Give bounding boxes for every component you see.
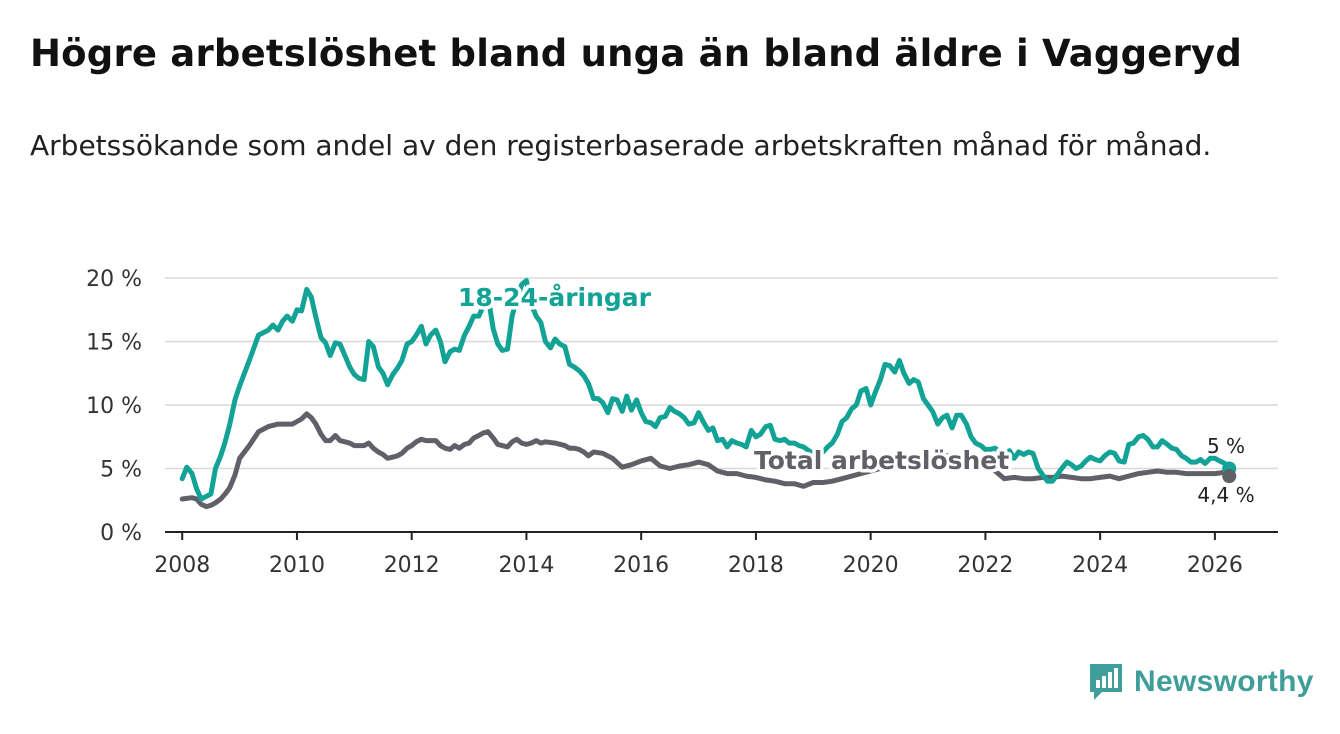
y-axis: 0 % 5 % 10 % 15 % 20 %	[86, 267, 142, 546]
x-tick-label: 2022	[957, 553, 1013, 578]
x-axis: 2008 2010 2012 2014 2016 2018 2020 2022 2024 2026	[154, 531, 1278, 578]
x-tick-label: 2014	[498, 553, 554, 578]
chart-subtitle: Arbetssökande som andel av den registerb…	[30, 129, 1212, 162]
y-tick-label: 5 %	[100, 458, 142, 483]
end-point-total	[1222, 469, 1237, 484]
series-label-youth: 18-24-åringar	[458, 283, 652, 312]
y-tick-label: 10 %	[86, 394, 142, 419]
gridlines	[165, 277, 1278, 470]
brand-name: Newsworthy	[1134, 665, 1314, 698]
chart-title: Högre arbetslöshet bland unga än bland ä…	[30, 32, 1243, 75]
x-tick-label: 2010	[269, 553, 325, 578]
series-label-total: Total arbetslöshet	[754, 446, 1009, 475]
series-labels: 18-24-åringar Total arbetslöshet 5 % 4,4 %	[455, 280, 1258, 510]
brand-logo: Newsworthy	[1088, 660, 1314, 704]
end-value-label-total: 4,4 %	[1197, 483, 1254, 507]
y-tick-label: 0 %	[100, 521, 142, 546]
y-tick-label: 15 %	[86, 331, 142, 356]
x-tick-label: 2012	[384, 553, 440, 578]
x-tick-label: 2018	[728, 553, 784, 578]
x-tick-label: 2020	[843, 553, 899, 578]
y-tick-label: 20 %	[86, 267, 142, 292]
series-line-total	[179, 411, 1232, 510]
x-tick-label: 2008	[154, 553, 210, 578]
x-tick-label: 2024	[1072, 553, 1128, 578]
series-line-youth	[179, 278, 1232, 502]
newsworthy-logo-icon	[1090, 664, 1122, 700]
end-value-label-youth: 5 %	[1207, 434, 1245, 458]
x-tick-label: 2026	[1187, 553, 1243, 578]
x-tick-label: 2016	[613, 553, 669, 578]
series-lines	[179, 278, 1237, 510]
